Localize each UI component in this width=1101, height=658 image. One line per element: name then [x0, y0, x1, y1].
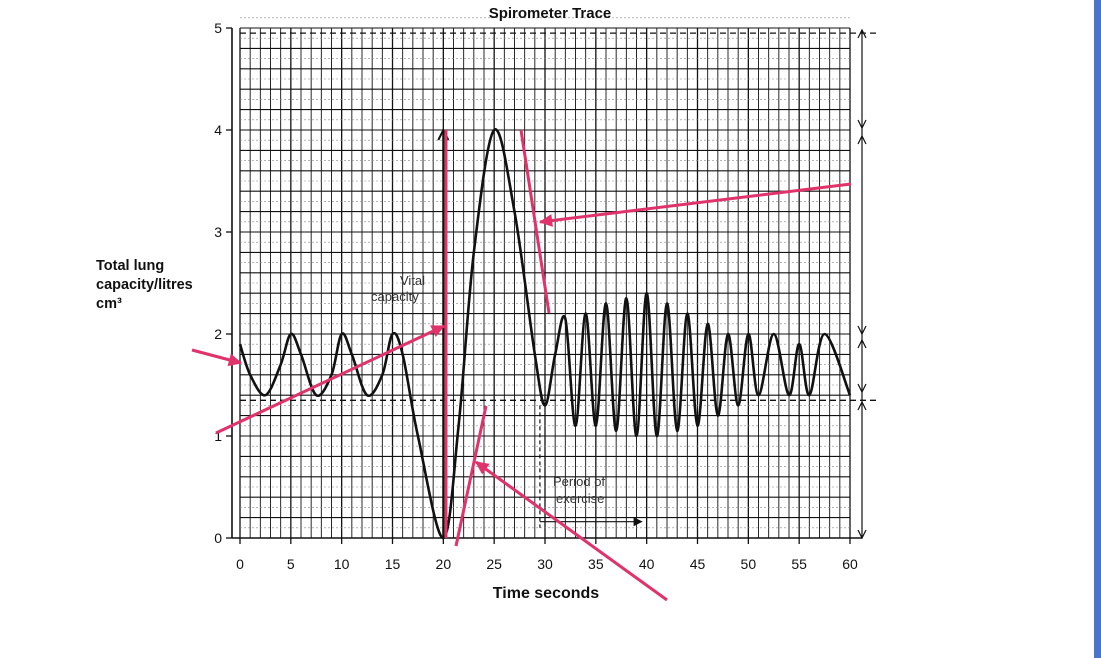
pink-line-inspiratory-reserve — [519, 129, 551, 314]
annotations: Vital capacity Period of exercise — [371, 127, 643, 538]
x-tick-label: 35 — [588, 556, 604, 572]
bracket-arrowheads — [857, 28, 867, 130]
x-tick-label: 20 — [436, 556, 452, 572]
pink-arrow-expiratory-reserve — [475, 460, 668, 602]
x-tick-label: 50 — [741, 556, 757, 572]
reference-lines — [240, 28, 880, 540]
y-axis-title-line-1: Total lung — [96, 258, 164, 274]
x-tick-label: 60 — [842, 556, 858, 572]
y-tick-label: 1 — [214, 428, 222, 444]
vital-capacity-label-line-1: Vital — [400, 273, 425, 288]
bracket-arrowheads — [857, 134, 867, 336]
y-tick-label: 0 — [214, 530, 222, 546]
pink-arrows — [191, 129, 852, 602]
exercise-arrowhead — [633, 517, 643, 527]
trace-line — [238, 128, 852, 540]
trace-series — [238, 128, 852, 540]
x-tick-label: 30 — [537, 556, 553, 572]
x-tick-label: 10 — [334, 556, 350, 572]
y-tick-label: 4 — [214, 122, 222, 138]
pink-arrow-inspiratory-reserve — [539, 182, 852, 224]
chart-title: Spirometer Trace — [489, 5, 612, 22]
y-axis-title-line-3: cm³ — [96, 296, 122, 312]
chart-text: Spirometer Trace Time seconds Total lung… — [96, 5, 611, 602]
period-of-exercise-line-2: exercise — [556, 491, 604, 506]
period-of-exercise-label: Period of exercise — [553, 474, 605, 506]
window-edge-bar — [1094, 0, 1101, 658]
x-tick-label: 0 — [236, 556, 244, 572]
x-tick-label: 5 — [287, 556, 295, 572]
x-tick-label: 25 — [486, 556, 502, 572]
x-tick-label: 55 — [791, 556, 807, 572]
y-tick-label: 3 — [214, 224, 222, 240]
pink-arrow-expiratory-reserve-head — [475, 461, 490, 475]
vital-capacity-label-line-2: capacity — [371, 289, 419, 304]
period-of-exercise-line-1: Period of — [553, 474, 605, 489]
y-tick-label: 2 — [214, 326, 222, 342]
x-tick-label: 40 — [639, 556, 655, 572]
x-tick-label: 45 — [690, 556, 706, 572]
pink-arrow-inspiratory-reserve-head — [538, 214, 553, 227]
bracket-arrowheads — [857, 338, 867, 394]
x-axis-title: Time seconds — [493, 585, 600, 602]
grid — [239, 17, 851, 539]
x-tick-label: 15 — [385, 556, 401, 572]
y-tick-label: 5 — [214, 20, 222, 36]
vital-capacity-label: Vital capacity — [371, 273, 425, 304]
pink-arrow-vital-capacity — [215, 324, 445, 435]
pink-arrow-vital-capacity-head — [430, 325, 446, 338]
y-axis-title-line-2: capacity/litres — [96, 277, 193, 293]
pink-arrow-tidal-volume-head — [227, 353, 243, 367]
pink-line-expiratory-reserve — [454, 405, 488, 547]
